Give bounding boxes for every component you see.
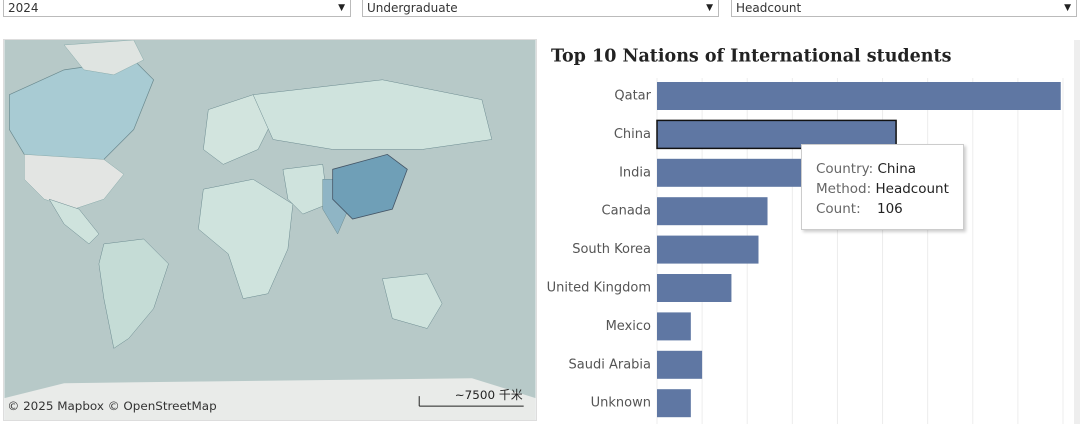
antarctica — [4, 378, 536, 420]
y-tick-label: Mexico — [606, 319, 651, 334]
bar — [657, 158, 820, 187]
bar-chart: Top 10 Nations of International students… — [547, 47, 1064, 424]
y-tick-label: South Korea — [572, 242, 651, 257]
russia — [252, 79, 493, 150]
level-filter[interactable]: Undergraduate — [362, 0, 719, 17]
y-tick-label: India — [619, 165, 651, 180]
mexico — [48, 198, 100, 245]
tooltip-label: Country: — [816, 161, 874, 177]
scale-label: ~7500 千米 — [455, 388, 523, 402]
year-filter[interactable]: 2024 — [3, 0, 351, 17]
scrollbar[interactable] — [1074, 40, 1080, 424]
tooltip: Country: China Method: Headcount Count: 1… — [801, 144, 964, 230]
y-tick-label: Canada — [602, 204, 651, 219]
method-filter[interactable]: Headcount — [731, 0, 1077, 17]
greenland — [63, 40, 144, 76]
chart-title: Top 10 Nations of International students — [551, 47, 952, 67]
y-tick-label: Unknown — [591, 396, 651, 411]
tooltip-value: Headcount — [875, 181, 949, 197]
bar — [657, 197, 768, 226]
bar — [656, 119, 897, 150]
bar — [657, 274, 732, 302]
usa — [24, 154, 125, 210]
tooltip-value: China — [877, 161, 917, 177]
china — [332, 153, 408, 220]
y-tick-label: Saudi Arabia — [569, 357, 652, 372]
tooltip-value: 106 — [877, 201, 903, 217]
world-map[interactable]: ~7500 千米 © 2025 Mapbox © OpenStreetMap — [3, 39, 537, 421]
tooltip-label: Count: — [816, 201, 861, 217]
australia — [382, 273, 443, 329]
middle-east — [282, 164, 328, 215]
bar — [657, 235, 759, 264]
bar — [657, 389, 691, 418]
africa — [198, 179, 294, 299]
bar — [657, 350, 703, 379]
y-tick-label: United Kingdom — [547, 281, 651, 296]
bar — [657, 82, 1061, 110]
tooltip-label: Method: — [816, 181, 872, 197]
south-america — [98, 238, 169, 349]
attribution: © 2025 Mapbox © OpenStreetMap — [7, 399, 216, 413]
y-tick-label: China — [614, 127, 651, 142]
y-tick-label: Qatar — [614, 89, 651, 104]
bar — [657, 312, 691, 341]
